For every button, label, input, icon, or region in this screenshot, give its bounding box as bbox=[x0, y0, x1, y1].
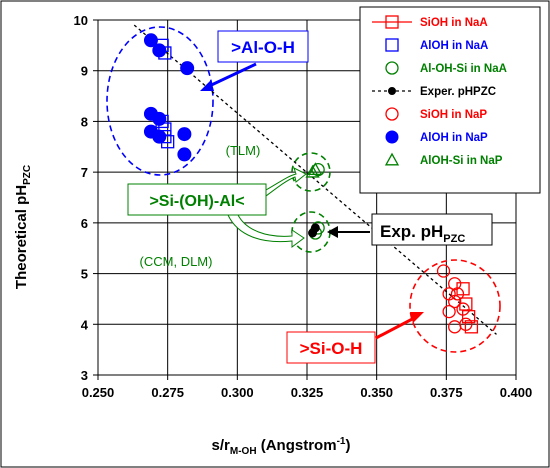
al-o-h-arrow bbox=[204, 62, 257, 90]
y-tick-label: 10 bbox=[74, 13, 88, 28]
data-point bbox=[450, 287, 465, 301]
tlm-block-arrow bbox=[265, 167, 307, 198]
si-o-h-label: >Si-O-H bbox=[300, 339, 363, 358]
annotation-al-o-h: >Al-O-H bbox=[200, 30, 309, 91]
ccm-label: (CCM, DLM) bbox=[140, 254, 213, 269]
data-point bbox=[308, 228, 318, 238]
legend-item: Exper. pHPZC bbox=[372, 86, 496, 98]
y-tick-label: 7 bbox=[81, 165, 88, 180]
al-o-h-label: >Al-O-H bbox=[231, 38, 295, 57]
trend-line bbox=[133, 24, 497, 335]
x-axis-title-sub: M-OH bbox=[230, 446, 257, 457]
y-tick-label: 3 bbox=[81, 368, 88, 383]
annotation-si-o-h: >Si-O-H bbox=[286, 312, 424, 364]
legend-marker bbox=[384, 152, 400, 166]
x-tick-label: 0.300 bbox=[221, 385, 254, 400]
x-tick-label: 0.400 bbox=[500, 385, 533, 400]
data-point bbox=[442, 304, 456, 319]
exp-ph-arrowhead bbox=[327, 226, 338, 238]
legend-item: SiOH in NaP bbox=[385, 107, 487, 121]
data-point bbox=[305, 164, 320, 178]
data-point bbox=[459, 317, 473, 331]
plot-area bbox=[97, 19, 517, 376]
x-axis-title: s/rM-OH (Angstrom-1) bbox=[212, 436, 351, 457]
legend: SiOH in NaA AlOH in NaA Al-OH-Si in NaA Exp… bbox=[359, 6, 541, 194]
legend-item: Al-OH-Si in NaA bbox=[385, 61, 507, 75]
legend-item: SiOH in NaA bbox=[372, 15, 488, 29]
data-point bbox=[436, 264, 451, 278]
x-tick-label: 0.350 bbox=[360, 385, 393, 400]
legend-marker bbox=[385, 107, 399, 121]
data-point bbox=[308, 162, 323, 176]
series-4 bbox=[436, 264, 473, 334]
legend-marker bbox=[388, 87, 396, 95]
tlm-ellipse bbox=[291, 152, 331, 192]
x-tick-label: 0.325 bbox=[291, 385, 324, 400]
annotation-si-oh-al: >Si-(OH)-Al< (TLM) (CCM, DLM) bbox=[127, 143, 307, 269]
legend-item: AlOH in NaA bbox=[385, 38, 488, 52]
si-o-h-arrowhead bbox=[410, 312, 424, 323]
x-tick-label: 0.250 bbox=[82, 385, 115, 400]
y-tick-label: 8 bbox=[81, 114, 88, 129]
y-axis-title: Theoretical pHPZC bbox=[13, 165, 33, 289]
si-oh-al-label: >Si-(OH)-Al< bbox=[149, 193, 244, 210]
tick-labels: 0.250 0.275 0.300 0.325 0.350 0.375 0.400 3 4 5 6 7… bbox=[74, 13, 533, 400]
legend-marker bbox=[385, 130, 399, 144]
al-o-h-ellipse bbox=[106, 26, 214, 176]
data-point bbox=[456, 302, 470, 316]
x-axis-title-sup: -1 bbox=[337, 436, 346, 447]
al-o-h-box bbox=[217, 30, 309, 63]
legend-marker bbox=[385, 15, 399, 29]
series-5 bbox=[143, 33, 195, 162]
y-axis-title-sub: PZC bbox=[22, 165, 33, 185]
data-point bbox=[180, 61, 195, 76]
x-tick-label: 0.375 bbox=[430, 385, 463, 400]
legend-label: SiOH in NaP bbox=[420, 109, 487, 121]
legend-label: Exper. pHPZC bbox=[420, 86, 496, 98]
x-tick-label: 0.275 bbox=[151, 385, 184, 400]
legend-label: AlOH-Si in NaP bbox=[420, 155, 503, 167]
legend-label: Al-OH-Si in NaA bbox=[420, 63, 507, 75]
exp-ph-box bbox=[371, 213, 493, 246]
data-points bbox=[143, 33, 479, 334]
data-point bbox=[152, 43, 167, 58]
si-o-h-box bbox=[286, 331, 376, 364]
si-o-h-arrow bbox=[375, 314, 419, 340]
exp-ph-label: Exp. pHPZC bbox=[380, 222, 465, 245]
si-o-h-ellipse bbox=[409, 259, 501, 353]
legend-item: AlOH in NaP bbox=[385, 130, 488, 144]
data-point bbox=[152, 111, 167, 126]
y-tick-label: 9 bbox=[81, 64, 88, 79]
data-point bbox=[448, 294, 462, 309]
exp-ph-label-sub: PZC bbox=[443, 233, 465, 245]
series-6 bbox=[305, 162, 323, 178]
data-point bbox=[177, 147, 192, 162]
legend-label: AlOH in NaA bbox=[420, 40, 488, 52]
data-point bbox=[152, 129, 167, 144]
al-o-h-arrowhead bbox=[200, 80, 214, 91]
si-oh-al-box bbox=[127, 183, 267, 216]
x-axis-title-close: ) bbox=[345, 437, 350, 454]
y-tick-label: 5 bbox=[81, 267, 88, 282]
legend-item: AlOH-Si in NaP bbox=[384, 152, 503, 167]
y-tick-label: 4 bbox=[81, 317, 89, 332]
data-point bbox=[177, 127, 192, 142]
x-axis-title-unit: (Angstrom bbox=[257, 437, 337, 454]
legend-box bbox=[359, 6, 541, 194]
series-3 bbox=[308, 223, 320, 238]
ccm-block-arrow bbox=[227, 214, 305, 248]
annotation-exp-ph: Exp. pHPZC bbox=[327, 213, 493, 246]
data-point bbox=[448, 277, 462, 291]
data-point bbox=[143, 33, 158, 48]
tlm-label: (TLM) bbox=[226, 143, 261, 158]
legend-marker bbox=[385, 38, 399, 52]
legend-items: SiOH in NaA AlOH in NaA Al-OH-Si in NaA Exp… bbox=[372, 15, 507, 167]
legend-label: SiOH in NaA bbox=[420, 17, 488, 29]
y-tick-label: 6 bbox=[81, 216, 88, 231]
legend-marker bbox=[385, 61, 399, 75]
legend-label: AlOH in NaP bbox=[420, 132, 488, 144]
